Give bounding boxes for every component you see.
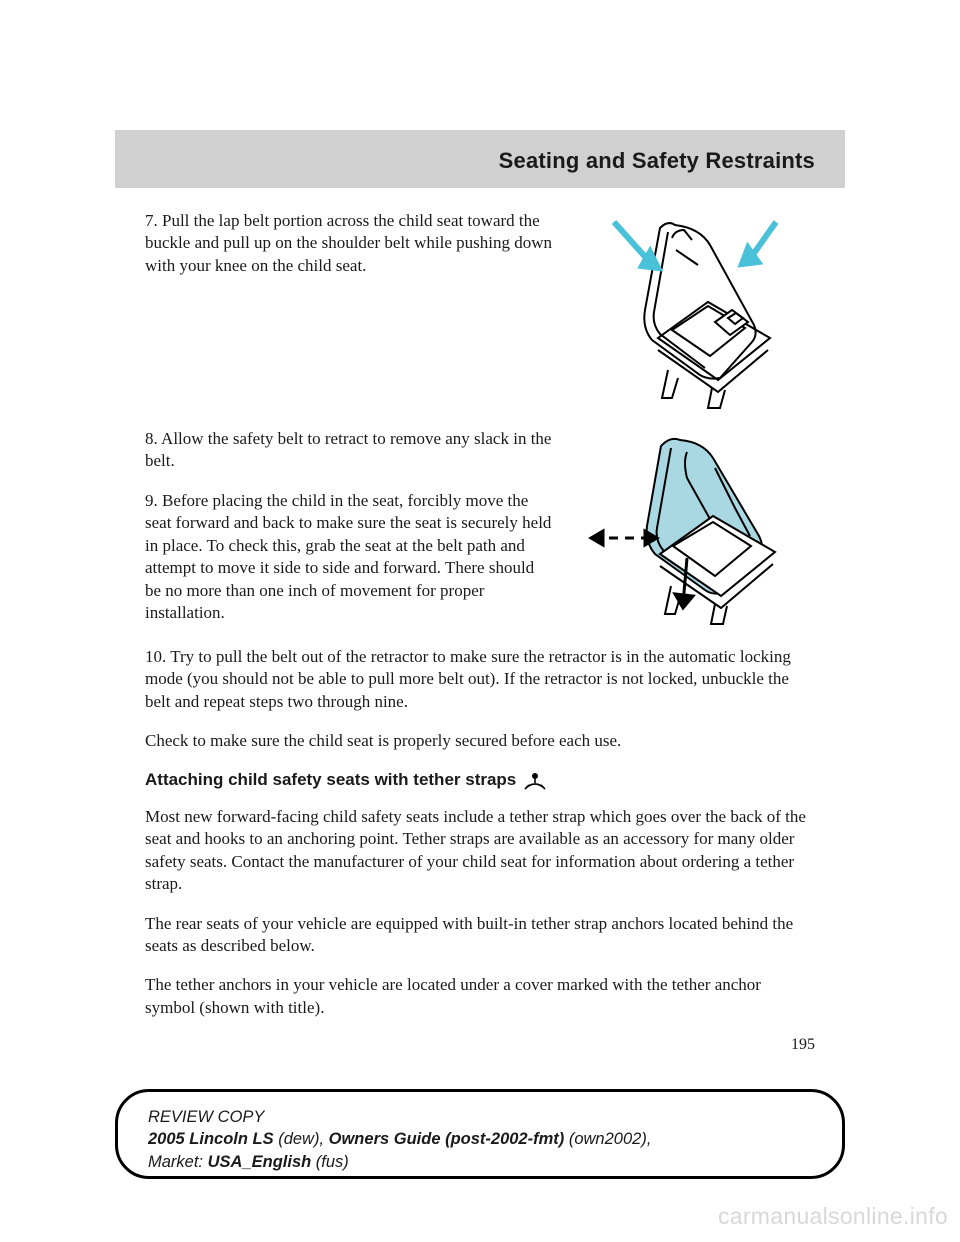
step8-text: 8. Allow the safety belt to retract to r… (145, 428, 553, 473)
step10-text: 10. Try to pull the belt out of the retr… (145, 646, 815, 713)
footer-box: REVIEW COPY 2005 Lincoln LS (dew), Owner… (115, 1089, 845, 1179)
page-number: 195 (115, 1036, 845, 1054)
watermark: carmanualsonline.info (718, 1203, 948, 1230)
step8-illustration (565, 428, 815, 628)
tether-anchor-icon (522, 770, 548, 790)
footer-market-label: Market: (148, 1153, 208, 1171)
footer-market: USA_English (208, 1153, 312, 1171)
content: 7. Pull the lap belt portion across the … (115, 210, 845, 1019)
footer-guide: Owners Guide (post-2002-fmt) (329, 1130, 565, 1148)
step7-text: 7. Pull the lap belt portion across the … (145, 210, 565, 410)
step7-illustration (565, 210, 815, 410)
footer-guide-code: (own2002), (564, 1130, 651, 1148)
tether-heading-label: Attaching child safety seats with tether… (145, 770, 516, 790)
footer-vehicle-code: (dew) (274, 1130, 320, 1148)
check-note: Check to make sure the child seat is pro… (145, 730, 815, 752)
page: Seating and Safety Restraints 7. Pull th… (0, 0, 960, 1242)
section-title: Seating and Safety Restraints (145, 148, 815, 174)
tether-p2: The rear seats of your vehicle are equip… (145, 913, 815, 958)
header-bar: Seating and Safety Restraints (115, 130, 845, 188)
step9-text: 9. Before placing the child in the seat,… (145, 490, 553, 625)
footer-line3: Market: USA_English (fus) (148, 1151, 812, 1173)
tether-p3: The tether anchors in your vehicle are l… (145, 974, 815, 1019)
footer-comma1: , (319, 1130, 328, 1148)
footer-line1: REVIEW COPY (148, 1106, 812, 1128)
footer-line2: 2005 Lincoln LS (dew), Owners Guide (pos… (148, 1128, 812, 1150)
footer-market-code: (fus) (311, 1153, 349, 1171)
footer-vehicle: 2005 Lincoln LS (148, 1130, 274, 1148)
tether-p1: Most new forward-facing child safety sea… (145, 806, 815, 896)
step8-9-textcol: 8. Allow the safety belt to retract to r… (145, 428, 565, 628)
tether-heading: Attaching child safety seats with tether… (145, 770, 815, 790)
step7-row: 7. Pull the lap belt portion across the … (145, 210, 815, 410)
step8-9-row: 8. Allow the safety belt to retract to r… (145, 428, 815, 628)
